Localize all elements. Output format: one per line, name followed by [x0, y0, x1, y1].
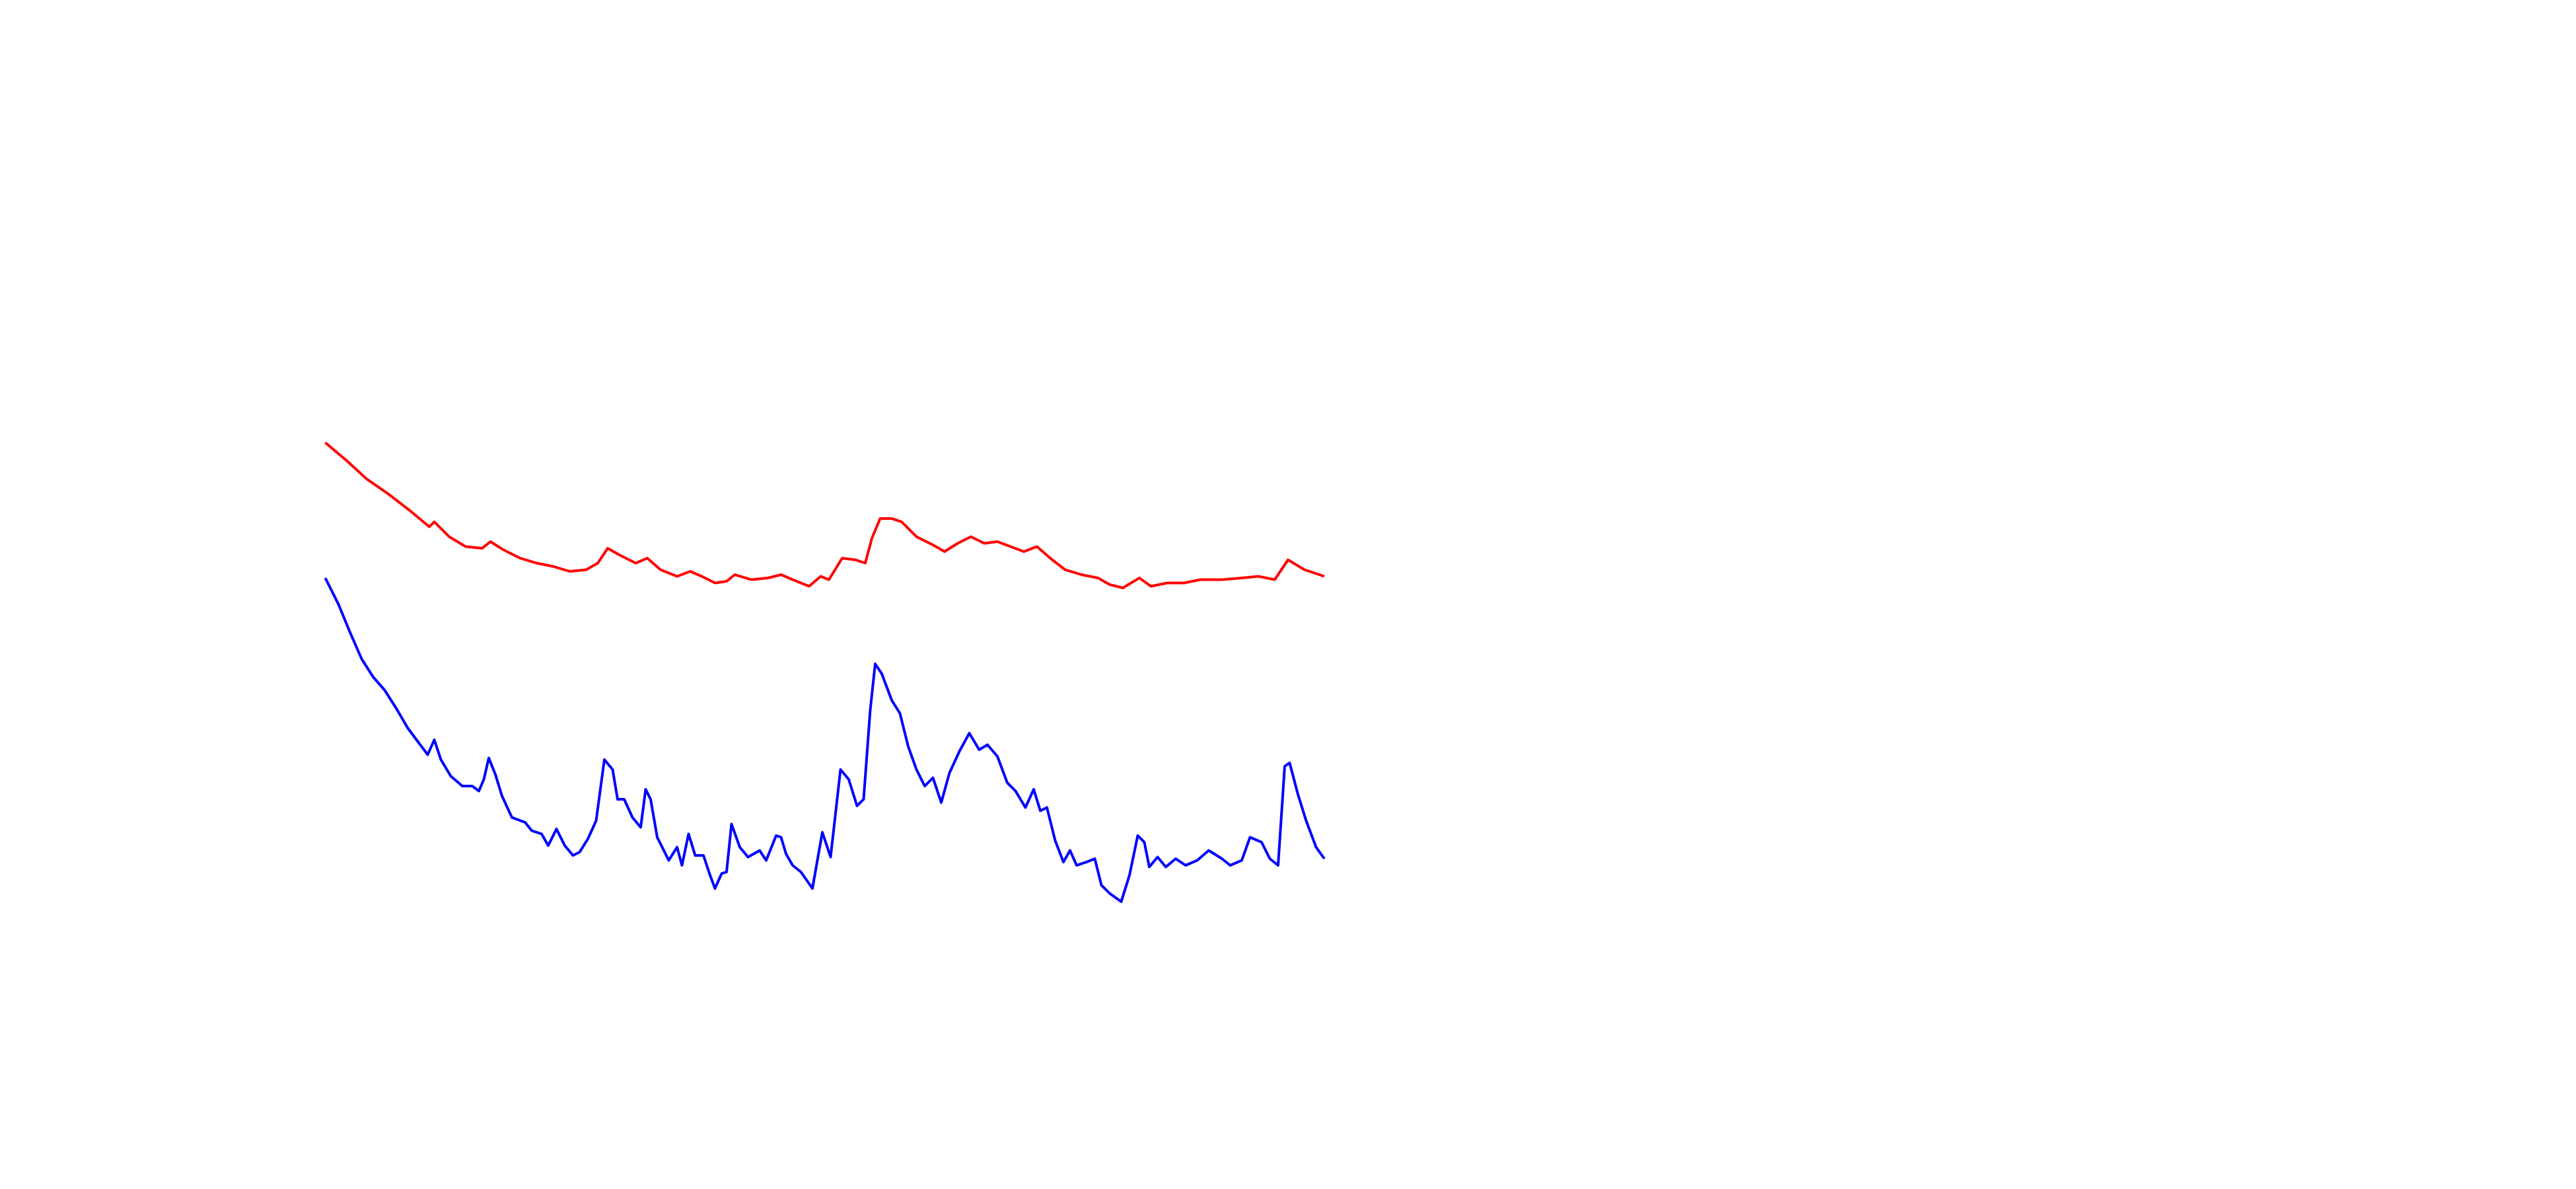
line-series [324, 441, 1325, 589]
line-series [324, 577, 1326, 903]
